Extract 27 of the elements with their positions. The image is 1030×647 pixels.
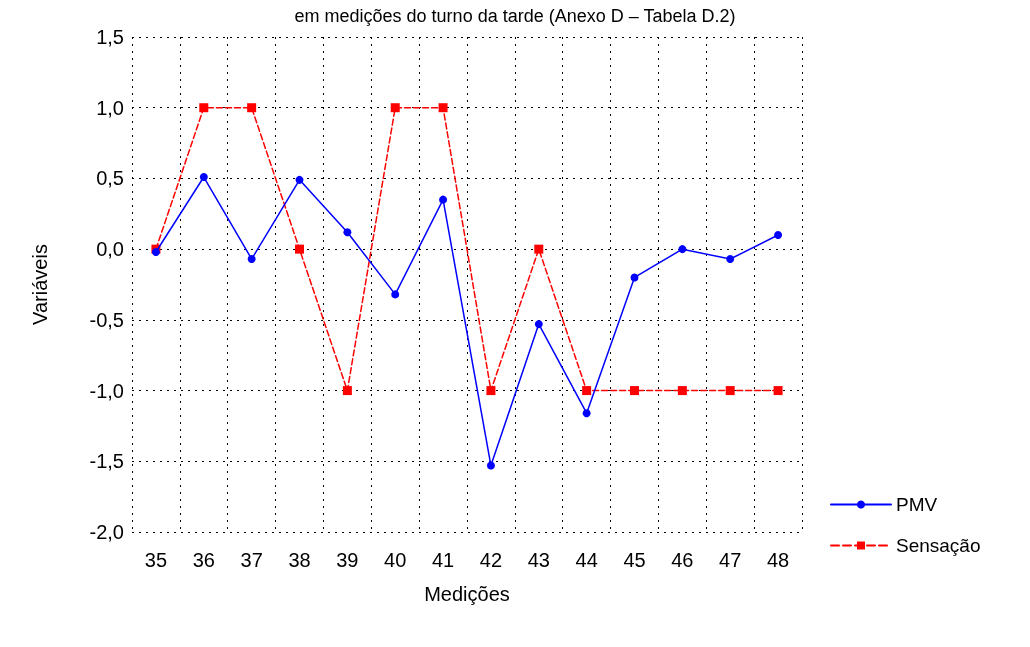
x-tick-label: 35 [144,549,168,571]
y-tick-label: 0,5 [96,167,124,190]
x-tick-label: 46 [671,549,694,571]
legend-label: PMV [896,494,938,515]
y-tick-label: -0,5 [89,308,124,331]
x-axis-title: Medições [424,583,510,605]
x-tick-label: 47 [719,549,742,571]
x-tick-label: 43 [527,549,550,571]
x-tick-label: 41 [431,549,455,571]
y-tick-label: -1,0 [89,379,124,402]
x-tick-label: 44 [575,549,598,571]
y-tick-label: -2,0 [89,521,124,543]
y-tick-label: -1,5 [89,450,124,473]
x-tick-label: 45 [623,549,646,571]
x-tick-label: 40 [384,549,407,571]
y-tick-label: 1,0 [96,96,124,119]
legend-label: Sensação [896,535,981,556]
y-axis-title: Variáveis [29,244,51,325]
x-tick-label: 36 [192,549,215,571]
x-tick-label: 37 [240,549,263,571]
x-tick-label: 42 [479,549,503,571]
y-tick-label: 1,5 [96,26,124,48]
chart-title: em medições do turno da tarde (Anexo D – Tabela D.2) [294,6,736,26]
x-tick-label: 39 [336,549,359,571]
x-tick-label: 38 [288,549,311,571]
x-tick-label: 48 [766,549,790,571]
y-tick-label: 0,0 [96,238,124,261]
